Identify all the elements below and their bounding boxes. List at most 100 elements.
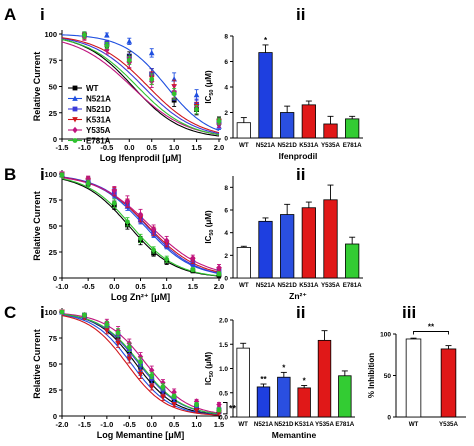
- panel-c-iii-label: iii: [402, 303, 416, 322]
- panel-c-iii-plot: 0 50 100 WT Y535A % Inhibition **: [367, 323, 466, 428]
- panel-c-i-x-tick-label: 1.0: [191, 420, 201, 429]
- panel-c-ii-x-axis-label: Memantine: [272, 430, 317, 440]
- panel-a-ii-bar-y535a: [323, 123, 338, 139]
- panel-b-ii-x-axis-label: Zn²⁺: [289, 291, 307, 301]
- panel-c-ii-category-label: WT: [238, 421, 248, 428]
- panel-b-ii-y-tick-label: 2: [224, 253, 228, 260]
- panel-a-i-fit-curve-y535a: [61, 41, 220, 136]
- panel-a-i-point-e781a: [82, 32, 87, 38]
- panel-a-i-x-axis-label: Log Ifenprodil [μM]: [100, 153, 182, 163]
- panel-c-i-point-y535a: [149, 367, 155, 374]
- panel-b-ii-category-label: N521A: [256, 282, 276, 289]
- panel-a-i-plot: 0 25 50 75 100 -1.5 -1.0 -0.5 0.0 0.5 1.0 1.5 2.0 Log…: [32, 30, 224, 163]
- panel-c-i-point-e781a: [171, 393, 177, 399]
- panel-b-i-x-tick-label: -0.5: [82, 282, 95, 291]
- panel-c-iii-significance-label: **: [428, 323, 435, 332]
- panel-b-ii-bar-wt: [236, 246, 251, 279]
- panel-c-i-point-y535a: [171, 388, 177, 396]
- panel-c-ii-category-label: N521D: [274, 421, 294, 428]
- panel-a-ii-bar-wt: [236, 122, 251, 139]
- panel-c-i-y-axis-label: Relative Current: [32, 329, 42, 399]
- panel-a-i-y-tick-label: 50: [49, 83, 57, 92]
- panel-b-i-x-tick-label: 1.0: [161, 282, 171, 291]
- panel-c-ii-significance-marker: *: [303, 376, 307, 385]
- panel-c-ii-y-tick-label: 1.0: [219, 366, 228, 373]
- panel-c-i-point-e781a: [59, 309, 65, 315]
- panel-a-i-point-e781a: [149, 76, 155, 82]
- panel-c-i-point-k531a: [104, 328, 110, 334]
- panel-a-ii-y-tick-label: 8: [224, 34, 228, 41]
- panel-c-i-plot: 0 25 50 75 100 -2.0 -1.5 -1.0 -0.5 0.0 0.5 1.0 1.5 Lo…: [32, 308, 237, 440]
- panel-a-i-point-n521a: [193, 91, 200, 98]
- panel-b-i-y-axis-label: Relative Current: [32, 191, 42, 261]
- panel-c-iii-y-tick-label: 0: [387, 415, 391, 422]
- panel-a-ii-y-tick-label: 6: [224, 59, 228, 66]
- panel-a-ii-bar-k531a: [301, 104, 316, 139]
- panel-c-ii-category-label: K531A: [295, 421, 315, 428]
- panel-b-i-x-tick-label: -1.0: [56, 282, 69, 291]
- panel-c-ii-significance-marker: *: [282, 363, 286, 372]
- panel-a-ii-y-label-subscript: 50: [209, 89, 215, 95]
- panel-c-ii-bar-y535a: [317, 339, 332, 418]
- panel-b-ii-category-label: WT: [239, 282, 249, 289]
- panel-a-ii-category-label: N521D: [278, 142, 298, 149]
- panel-c-ii-bar-k531a: [297, 387, 311, 418]
- panel-b-i-x-tick-label: 1.5: [188, 282, 198, 291]
- panel-c-i-point-e781a: [160, 384, 166, 390]
- panel-b-i-y-tick-label: 75: [49, 196, 57, 205]
- panel-b-i-point-e781a: [164, 256, 170, 262]
- panel-b-i-point-y535a: [111, 187, 118, 194]
- panel-b-ii-y-tick-label: 6: [224, 208, 228, 215]
- panel-c-i-y-tick-label: 75: [49, 334, 57, 343]
- panel-a-ii-category-label: K531A: [299, 142, 319, 149]
- panel-b-i-y-tick-label: 25: [49, 248, 57, 257]
- panel-c-i-x-tick-label: -2.0: [56, 420, 69, 429]
- legend-marker-n521a: [72, 95, 78, 101]
- panel-c-i-y-tick-label: 25: [49, 386, 57, 395]
- legend-marker-k531a: [72, 117, 78, 123]
- panel-a-i-label: i: [40, 5, 45, 24]
- panel-a-i-fit-curve-n521d: [61, 37, 220, 135]
- panel-a-ii-label: ii: [296, 5, 305, 24]
- panel-c-ii-category-label: Y535A: [315, 421, 334, 428]
- panel-c-ii-y-label-tail: (μM): [204, 352, 213, 371]
- panel-a-ii-category-label: E781A: [343, 142, 362, 149]
- panel-b-i-point-y535a: [190, 255, 196, 262]
- panel-b-i-point-y535a: [216, 264, 222, 271]
- panel-b-i-fit-curve-n521d: [61, 176, 220, 274]
- legend-label-n521a: N521A: [86, 95, 111, 104]
- panel-c-i-point-k531a: [137, 372, 144, 378]
- panel-c-iii-category-label: WT: [409, 421, 419, 428]
- panel-c-i-point-k531a: [171, 402, 177, 408]
- panel-a-i-fit-curve-e781a: [61, 38, 220, 136]
- panel-b-i-label: i: [40, 165, 45, 184]
- panel-a-i-y-tick-label: 100: [44, 30, 57, 39]
- panel-b-i-x-tick-label: 0.0: [109, 282, 119, 291]
- panel-c-ii-y-tick-label: 0.5: [219, 390, 228, 397]
- panel-c-i-x-tick-label: 0.0: [146, 420, 156, 429]
- panel-b-i-y-tick-label: 50: [49, 222, 57, 231]
- panel-a-i-point-e781a: [216, 118, 222, 124]
- panel-c-ii-bar-wt: [236, 347, 250, 418]
- panel-c-ii-y-tick-label: 2.0: [219, 318, 228, 325]
- panel-b-i-point-e781a: [111, 200, 117, 206]
- panel-c-i-point-e781a: [104, 322, 110, 327]
- panel-c-ii-y-tick-label: 0.0: [219, 415, 228, 422]
- panel-c-i-x-tick-label: -0.5: [123, 420, 136, 429]
- panel-a-ii-y-tick-label: 2: [224, 110, 228, 117]
- panel-a-i-fit-curve-k531a: [61, 37, 220, 134]
- panel-b-ii-y-tick-label: 0: [224, 276, 228, 283]
- panel-b-i-point-e781a: [138, 236, 143, 241]
- panel-b-ii-bar-k531a: [301, 207, 316, 279]
- legend-label-n521d: N521D: [86, 105, 111, 114]
- panel-c-iii-bar-y535a: [440, 348, 457, 418]
- panel-c-i-point-e781a: [149, 373, 155, 378]
- legend-marker-wt: [72, 85, 78, 91]
- panel-c-i-point-e781a: [194, 402, 199, 407]
- panel-a-i-x-tick-label: -0.5: [100, 143, 113, 152]
- panel-b-ii-y-label-subscript: 50: [209, 229, 215, 235]
- panel-c-i-y-tick-label: 50: [49, 360, 57, 369]
- panel-b-letter: B: [4, 165, 16, 184]
- panel-c-i-point-e781a: [115, 330, 121, 336]
